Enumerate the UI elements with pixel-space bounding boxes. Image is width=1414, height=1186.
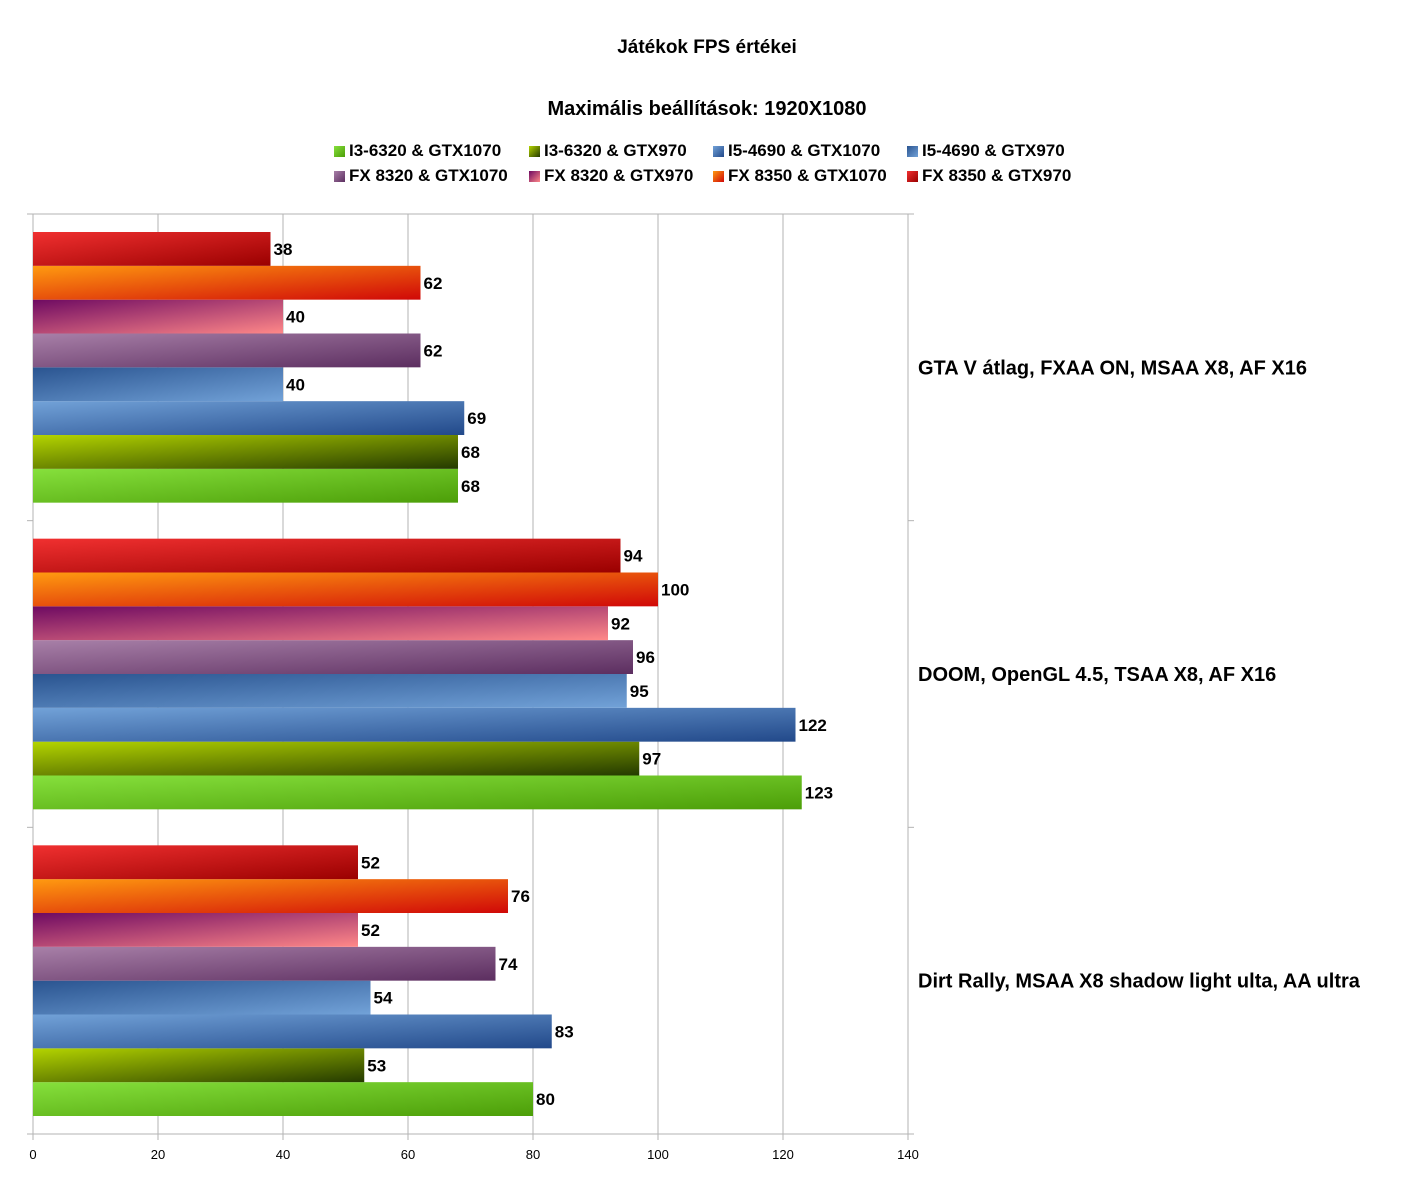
bar (33, 879, 508, 913)
data-label: 92 (611, 614, 630, 633)
x-tick-label: 40 (276, 1147, 290, 1162)
legend-swatch (713, 170, 724, 182)
bar (33, 538, 621, 573)
legend-swatch (529, 145, 540, 157)
x-tick-label: 80 (526, 1147, 540, 1162)
bar (33, 674, 627, 708)
bar (33, 1014, 552, 1049)
bars (33, 232, 802, 1116)
legend-item: I5-4690 & GTX1070 (713, 141, 880, 161)
legend-label: I3-6320 & GTX970 (544, 141, 687, 160)
x-tick-label: 120 (772, 1147, 794, 1162)
data-label: 76 (511, 887, 530, 906)
x-tick-label: 0 (29, 1147, 36, 1162)
data-label: 52 (361, 921, 380, 940)
legend-swatch (907, 145, 918, 157)
data-label: 53 (367, 1056, 386, 1075)
legend-label: FX 8350 & GTX1070 (728, 166, 887, 185)
data-label: 96 (636, 648, 655, 667)
x-tick-label: 140 (897, 1147, 919, 1162)
data-label: 94 (624, 547, 643, 566)
data-label: 62 (424, 274, 443, 293)
legend-row-1: I3-6320 & GTX1070 I3-6320 & GTX970 I5-46… (0, 141, 1414, 163)
legend-label: I5-4690 & GTX1070 (728, 141, 881, 160)
bar (33, 572, 658, 607)
data-label: 123 (805, 783, 833, 802)
chart-subtitle: Maximális beállítások: 1920X1080 (547, 98, 867, 120)
legend-row-2: FX 8320 & GTX1070 FX 8320 & GTX970 FX 83… (0, 166, 1414, 188)
bar (33, 606, 608, 641)
bar (33, 265, 421, 300)
bar (33, 640, 633, 674)
legend-label: FX 8350 & GTX970 (922, 166, 1072, 185)
legend-swatch (334, 145, 345, 157)
bar (33, 1082, 533, 1116)
bar (33, 401, 465, 435)
bar (33, 1048, 365, 1083)
bar (33, 980, 371, 1015)
legend-swatch (713, 145, 724, 157)
category-label: Dirt Rally, MSAA X8 shadow light ulta, A… (918, 971, 1361, 993)
data-label: 97 (642, 750, 661, 769)
data-label: 95 (630, 682, 649, 701)
bar (33, 946, 496, 981)
legend-item: FX 8350 & GTX1070 (713, 166, 887, 186)
x-tick-label: 20 (151, 1147, 165, 1162)
data-label: 54 (374, 989, 393, 1008)
data-label: 69 (467, 409, 486, 428)
legend-item: FX 8320 & GTX970 (529, 166, 693, 186)
bar (33, 775, 802, 810)
data-label: 74 (499, 955, 518, 974)
bar (33, 367, 283, 402)
bar (33, 468, 458, 503)
legend-item: I3-6320 & GTX970 (529, 141, 687, 161)
legend-label: I5-4690 & GTX970 (922, 141, 1065, 160)
legend-item: FX 8350 & GTX970 (907, 166, 1071, 186)
data-label: 68 (461, 443, 480, 462)
data-label: 40 (286, 375, 305, 394)
chart-title: Játékok FPS értékei (617, 37, 797, 58)
data-label: 38 (274, 240, 293, 259)
data-label: 52 (361, 853, 380, 872)
data-labels: 68 68 69 40 62 40 62 38 123 97 122 95 96 92 100 94 80 53 8… (274, 240, 834, 1109)
data-label: 122 (799, 716, 827, 735)
legend-swatch (907, 170, 918, 182)
legend-item: I5-4690 & GTX970 (907, 141, 1065, 161)
legend-swatch (529, 170, 540, 182)
bar (33, 913, 358, 947)
bar (33, 232, 271, 266)
bar (33, 299, 283, 334)
data-label: 62 (424, 341, 443, 360)
bar (33, 741, 640, 776)
data-label: 68 (461, 477, 480, 496)
category-label: GTA V átlag, FXAA ON, MSAA X8, AF X16 (918, 357, 1307, 379)
bar (33, 845, 358, 880)
legend-swatch (334, 170, 345, 182)
legend-item: FX 8320 & GTX1070 (334, 166, 508, 186)
legend-label: FX 8320 & GTX1070 (349, 166, 508, 185)
legend-item: I3-6320 & GTX1070 (334, 141, 501, 161)
data-label: 80 (536, 1090, 555, 1109)
legend-label: FX 8320 & GTX970 (544, 166, 694, 185)
x-tick-label: 60 (401, 1147, 415, 1162)
axes: 0 20 40 60 80 100 120 140 GTA V átlag, FXAA ON, … (27, 213, 1361, 1162)
bar (33, 435, 458, 469)
data-label: 83 (555, 1022, 574, 1041)
x-tick-label: 100 (647, 1147, 669, 1162)
data-label: 100 (661, 580, 689, 599)
data-label: 40 (286, 308, 305, 327)
bar (33, 333, 421, 368)
category-label: DOOM, OpenGL 4.5, TSAA X8, AF X16 (918, 664, 1276, 686)
legend-label: I3-6320 & GTX1070 (349, 141, 502, 160)
bar (33, 707, 796, 742)
